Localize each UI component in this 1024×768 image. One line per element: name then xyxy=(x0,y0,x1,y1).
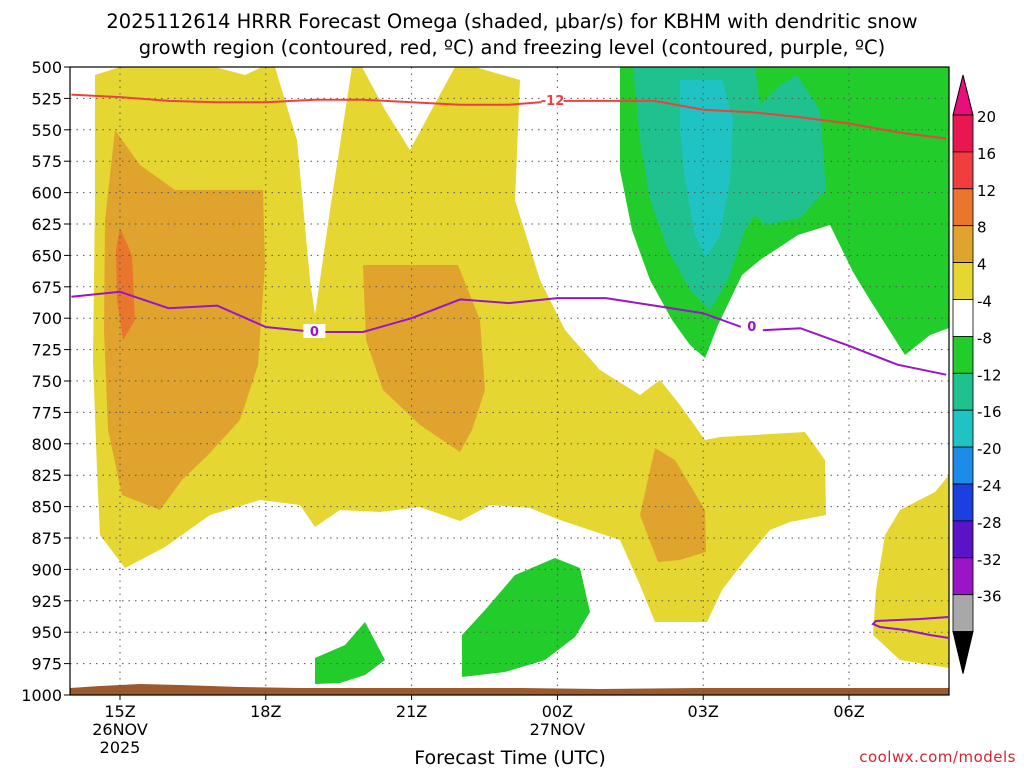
colorbar-swatch xyxy=(952,262,974,300)
y-tick-label: 825 xyxy=(31,466,62,485)
x-tick-label: 21Z xyxy=(396,702,427,721)
x-tick-date: 26NOV xyxy=(92,720,148,739)
chart-title-line1: 2025112614 HRRR Forecast Omega (shaded, … xyxy=(106,10,917,33)
y-tick-label: 925 xyxy=(31,592,62,611)
colorbar-label: 16 xyxy=(977,145,996,163)
dgz-minus12-contour xyxy=(71,93,947,140)
colorbar-label: 20 xyxy=(977,108,996,126)
y-axis: 500 525 550 575 600 625 650 675 700 725 750 775 800 8… xyxy=(21,58,70,705)
colorbar-swatch xyxy=(952,557,974,596)
y-tick-label: 675 xyxy=(31,278,62,297)
colorbar-label: -16 xyxy=(977,403,1002,421)
colorbar-swatch xyxy=(952,594,974,633)
shaded-omega-field xyxy=(70,67,949,695)
colorbar-label: -8 xyxy=(977,329,992,347)
colorbar-label: -36 xyxy=(977,588,1002,606)
freezing-contour-label-2: 0 xyxy=(747,320,756,335)
y-tick-label: 900 xyxy=(31,560,62,579)
freezing-level-contour xyxy=(71,290,947,376)
y-tick-label: 625 xyxy=(31,215,62,234)
x-tick-label: 06Z xyxy=(833,702,864,721)
y-tick-label: 800 xyxy=(31,435,62,454)
colorbar-label: -12 xyxy=(977,366,1002,384)
freezing-contour-label-1-bg xyxy=(303,324,326,339)
colorbar-label: 8 xyxy=(977,219,987,237)
colorbar-swatch xyxy=(952,446,974,485)
colorbar-swatch xyxy=(952,372,974,411)
y-tick-label: 700 xyxy=(31,309,62,328)
colorbar-label: -24 xyxy=(977,477,1002,495)
contour-labels: -12 0 0 xyxy=(303,92,763,340)
x-tick-date: 27NOV xyxy=(530,720,586,739)
temperature-contours xyxy=(71,93,949,639)
y-tick-label: 875 xyxy=(31,529,62,548)
colorbar-label: -20 xyxy=(977,440,1002,458)
x-tick-label: 18Z xyxy=(250,702,281,721)
freezing-contour-label-2-bg xyxy=(740,318,763,333)
colorbar-label: -4 xyxy=(977,293,992,311)
chart-title-line2: growth region (contoured, red, ºC) and f… xyxy=(139,36,886,59)
colorbar: 20 16 12 8 4 -4 -8 -12 -16 -20 -24 -28 -32 -36 xyxy=(952,74,1002,674)
colorbar-swatch xyxy=(952,409,974,448)
omega-region-8-12-left xyxy=(104,130,265,510)
y-tick-label: 600 xyxy=(31,184,62,203)
dgz-contour-label-bg xyxy=(541,92,564,107)
y-tick-label: 1000 xyxy=(21,686,62,705)
omega-region-neg12-neg16 xyxy=(680,80,733,258)
dgz-contour-label: -12 xyxy=(541,94,565,109)
colorbar-swatch xyxy=(952,114,974,153)
freezing-level-contour-low-loop xyxy=(871,616,949,639)
y-tick-label: 525 xyxy=(31,89,62,108)
colorbar-label: 12 xyxy=(977,182,996,200)
x-tick-label: 03Z xyxy=(688,702,719,721)
y-tick-label: 725 xyxy=(31,341,62,360)
freezing-contour-label-1: 0 xyxy=(310,325,319,340)
x-tick-label: 00Z xyxy=(542,702,573,721)
colorbar-label: -28 xyxy=(977,514,1002,532)
omega-region-8-12-center xyxy=(363,265,485,452)
x-tick-label: 15Z xyxy=(104,702,135,721)
y-tick-label: 975 xyxy=(31,655,62,674)
y-tick-label: 575 xyxy=(31,152,62,171)
grid-lines xyxy=(70,67,949,695)
colorbar-bottom-arrow xyxy=(952,631,974,674)
colorbar-swatch xyxy=(952,151,974,190)
y-tick-label: 550 xyxy=(31,121,62,140)
colorbar-swatch xyxy=(952,335,974,374)
omega-region-neg4-neg8-lower-left xyxy=(315,622,385,684)
colorbar-label: 4 xyxy=(977,256,987,274)
omega-region-8-12-right xyxy=(640,448,706,562)
y-tick-label: 775 xyxy=(31,403,62,422)
colorbar-swatch xyxy=(952,299,974,337)
colorbar-swatch xyxy=(952,520,974,559)
colorbar-swatch xyxy=(952,225,974,263)
omega-region-neg4-neg8-lower-center xyxy=(462,558,590,677)
x-axis-label: Forecast Time (UTC) xyxy=(414,747,605,768)
y-tick-label: 500 xyxy=(31,58,62,77)
omega-region-12-16 xyxy=(116,228,135,340)
colorbar-swatch xyxy=(952,188,974,227)
colorbar-swatch xyxy=(952,483,974,522)
terrain-strip xyxy=(70,684,949,695)
y-tick-label: 850 xyxy=(31,498,62,517)
credit-text: coolwx.com/models xyxy=(859,748,1016,766)
colorbar-label: -32 xyxy=(977,551,1002,569)
y-tick-label: 650 xyxy=(31,246,62,265)
colorbar-top-arrow xyxy=(952,74,974,116)
y-tick-label: 950 xyxy=(31,623,62,642)
y-tick-label: 750 xyxy=(31,372,62,391)
x-tick-year: 2025 xyxy=(100,738,141,757)
